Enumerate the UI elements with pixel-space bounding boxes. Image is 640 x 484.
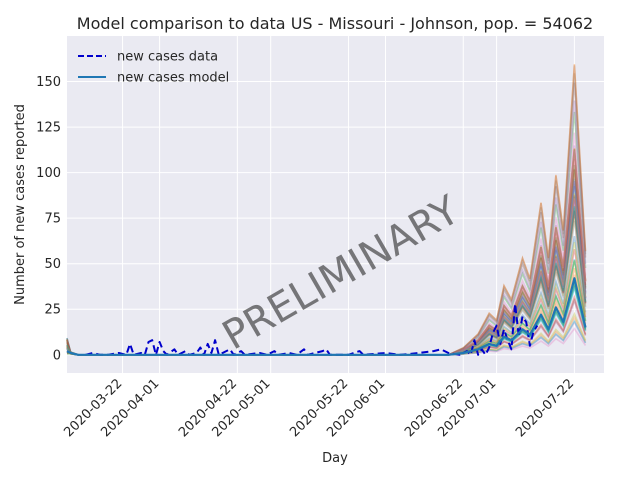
legend-label: new cases data (117, 50, 218, 65)
grid-lines (67, 36, 604, 373)
y-tick-label: 25 (44, 303, 61, 318)
legend-label: new cases model (117, 71, 229, 86)
plot-area (67, 36, 604, 373)
y-axis-ticks: 0 25 50 75 100 125 150 (36, 75, 61, 363)
chart-title: Model comparison to data US - Missouri -… (77, 14, 593, 33)
x-axis-label: Day (322, 451, 348, 466)
y-tick-label: 100 (36, 166, 61, 181)
y-tick-label: 75 (44, 212, 61, 227)
y-axis-label: Number of new cases reported (13, 104, 28, 305)
legend: new cases data new cases model (78, 50, 229, 86)
y-tick-label: 0 (53, 348, 61, 363)
y-tick-label: 150 (36, 75, 61, 90)
y-tick-label: 50 (44, 257, 61, 272)
series-line-model (66, 277, 587, 356)
y-tick-label: 125 (36, 121, 61, 136)
series-lines (66, 277, 587, 356)
